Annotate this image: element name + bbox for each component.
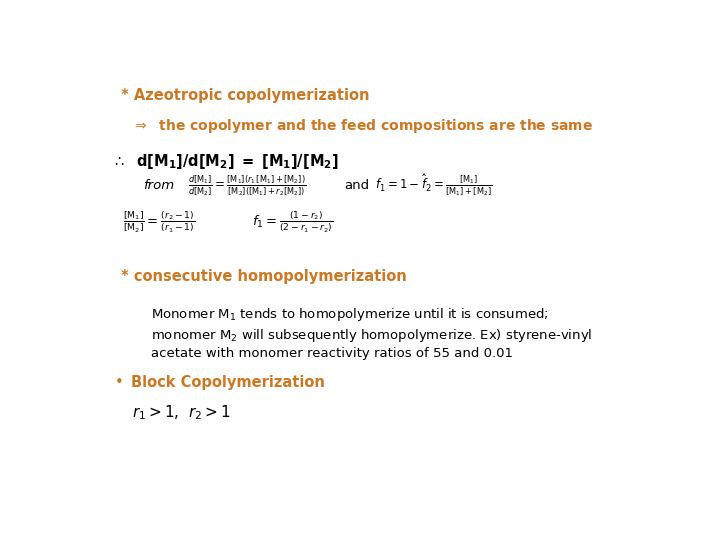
Text: $\therefore$  $\mathbf{d[M_1]/d[M_2]\ =\ [M_1]/[M_2]}$: $\therefore$ $\mathbf{d[M_1]/d[M_2]\ =\ … [112, 152, 339, 171]
Text: Monomer M$_1$ tends to homopolymerize until it is consumed;: Monomer M$_1$ tends to homopolymerize un… [151, 306, 549, 323]
Text: $\Rightarrow$  the copolymer and the feed compositions are the same: $\Rightarrow$ the copolymer and the feed… [132, 117, 593, 135]
Text: acetate with monomer reactivity ratios of 55 and 0.01: acetate with monomer reactivity ratios o… [151, 347, 513, 360]
Text: monomer M$_2$ will subsequently homopolymerize. Ex) styrene-vinyl: monomer M$_2$ will subsequently homopoly… [151, 327, 593, 344]
Text: Block Copolymerization: Block Copolymerization [131, 375, 325, 389]
Text: from: from [143, 179, 174, 192]
Text: $\frac{d[\mathrm{M}_1]}{d[\mathrm{M}_2]} = \frac{[\mathrm{M}_1](r_1\,[\mathrm{M}: $\frac{d[\mathrm{M}_1]}{d[\mathrm{M}_2]}… [188, 173, 306, 198]
Text: $f_1 = 1-\hat{f}_2 = \frac{[\mathrm{M}_1]}{[\mathrm{M}_1]+[\mathrm{M}_2]}$: $f_1 = 1-\hat{f}_2 = \frac{[\mathrm{M}_1… [374, 173, 492, 198]
Text: $r_1 > 1$,  $r_2 > 1$: $r_1 > 1$, $r_2 > 1$ [132, 404, 231, 422]
Text: $f_1 = \frac{(1-r_2)}{(2-r_1-r_2)}$: $f_1 = \frac{(1-r_2)}{(2-r_1-r_2)}$ [252, 210, 333, 235]
Text: $\frac{[\mathrm{M}_1]}{[\mathrm{M}_2]} = \frac{(r_2-1)}{(r_1-1)}$: $\frac{[\mathrm{M}_1]}{[\mathrm{M}_2]} =… [124, 210, 196, 235]
Text: and: and [344, 179, 369, 192]
Text: * Azeotropic copolymerization: * Azeotropic copolymerization [121, 87, 369, 103]
Text: •: • [115, 375, 124, 389]
Text: * consecutive homopolymerization: * consecutive homopolymerization [121, 268, 406, 284]
